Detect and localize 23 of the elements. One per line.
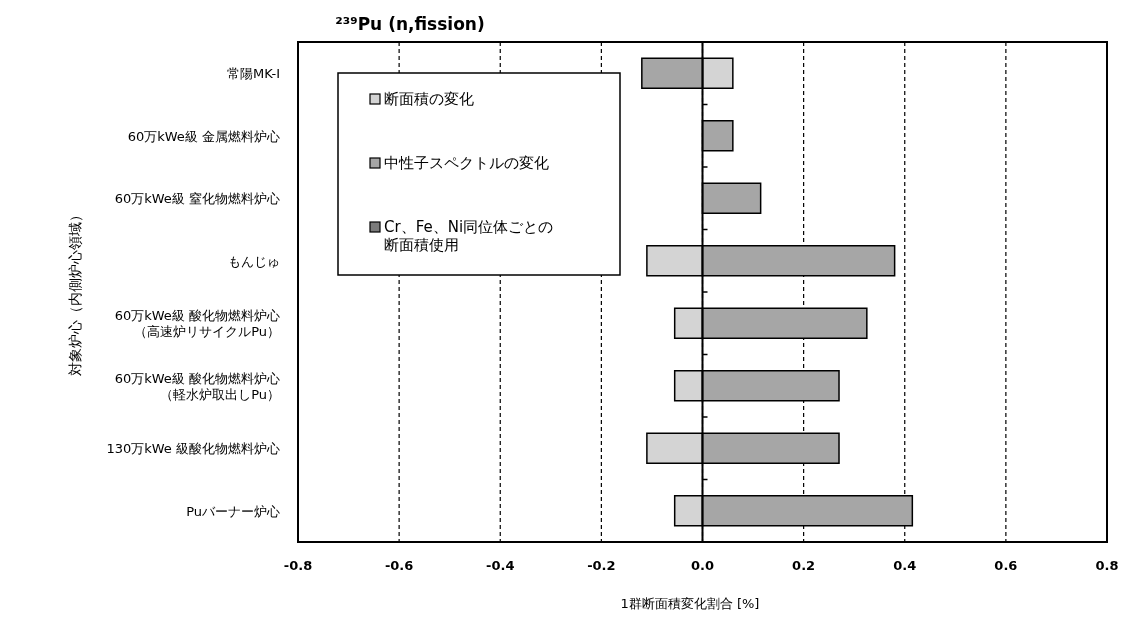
x-tick-label: 0.2	[792, 558, 816, 573]
y-tick-label: 130万kWe 級酸化物燃料炉心	[106, 441, 280, 457]
y-tick-label: 常陽MK-I	[227, 66, 280, 82]
y-axis-title: 対象炉心（内側炉心領域）	[67, 208, 83, 376]
x-tick-label: 0.8	[1095, 558, 1119, 573]
legend-label: 中性子スペクトルの変化	[384, 154, 549, 172]
x-tick-label: -0.4	[486, 558, 515, 573]
y-tick-label: もんじゅ	[228, 253, 280, 269]
x-tick-label: -0.2	[587, 558, 616, 573]
x-tick-label: -0.6	[384, 558, 414, 573]
chart-title: ²³⁹Pu (n,fission)	[335, 14, 485, 34]
x-tick-label: 0.6	[994, 558, 1018, 573]
y-tick-label: 60万kWe級 酸化物燃料炉心（高速炉リサイクルPu）	[114, 308, 280, 340]
y-tick-label: Puバーナー炉心	[186, 503, 280, 519]
legend-label: 断面積の変化	[384, 90, 474, 108]
x-tick-label: 0.4	[893, 558, 917, 573]
y-tick-label: 60万kWe級 金属燃料炉心	[127, 128, 280, 144]
y-tick-label: 60万kWe級 窒化物燃料炉心	[114, 191, 280, 207]
y-tick-label: 60万kWe級 酸化物燃料炉心（軽水炉取出しPu）	[114, 370, 280, 402]
legend-label: Cr、Fe、Ni同位体ごとの断面積使用	[384, 218, 554, 254]
x-tick-label: 0.0	[690, 558, 715, 573]
x-tick-label: -0.8	[283, 558, 313, 573]
x-axis-title: 1群断面積変化割合 [%]	[620, 596, 760, 611]
